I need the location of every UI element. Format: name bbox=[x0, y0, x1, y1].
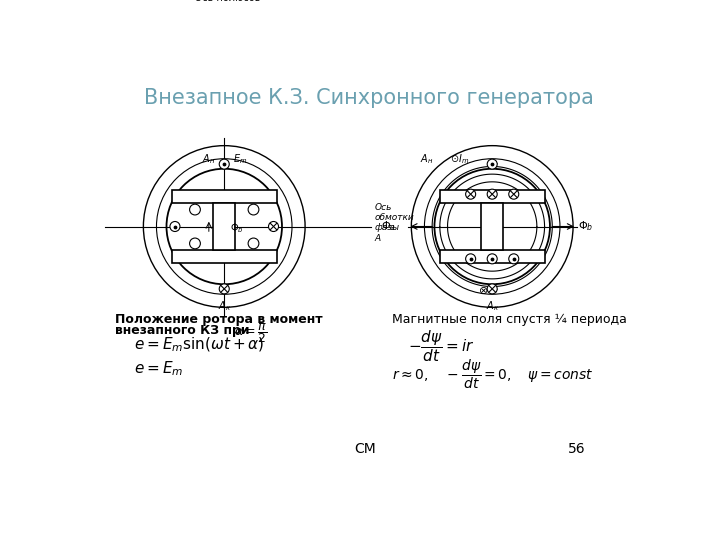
Circle shape bbox=[487, 254, 498, 264]
Circle shape bbox=[466, 254, 476, 264]
Text: Ось полюсов: Ось полюсов bbox=[195, 0, 261, 3]
Text: $e = E_m$: $e = E_m$ bbox=[134, 359, 184, 377]
Text: $A_к$: $A_к$ bbox=[485, 300, 499, 313]
Text: Ось
обмотки
фазы
А: Ось обмотки фазы А bbox=[374, 202, 414, 243]
Text: 56: 56 bbox=[568, 442, 585, 456]
Text: $\Phi_a$: $\Phi_a$ bbox=[381, 220, 396, 233]
Circle shape bbox=[189, 204, 200, 215]
Polygon shape bbox=[482, 204, 503, 249]
Text: Внезапное К.З. Синхронного генератора: Внезапное К.З. Синхронного генератора bbox=[144, 88, 594, 108]
Text: $e = E_m \sin\!\left(\omega t + \alpha\right)$: $e = E_m \sin\!\left(\omega t + \alpha\r… bbox=[134, 336, 265, 354]
Circle shape bbox=[269, 221, 279, 232]
Text: $A_к$: $A_к$ bbox=[217, 300, 231, 313]
Polygon shape bbox=[213, 204, 235, 249]
Text: $A_н$: $A_н$ bbox=[420, 152, 433, 166]
Circle shape bbox=[189, 238, 200, 249]
Polygon shape bbox=[440, 190, 544, 204]
Text: $r \approx 0, \quad -\dfrac{d\psi}{dt} = 0, \quad \psi = const$: $r \approx 0, \quad -\dfrac{d\psi}{dt} =… bbox=[392, 357, 594, 391]
Circle shape bbox=[219, 284, 229, 294]
Polygon shape bbox=[440, 249, 544, 264]
Text: $-\dfrac{d\psi}{dt} = ir$: $-\dfrac{d\psi}{dt} = ir$ bbox=[408, 328, 474, 364]
Text: $E_m$: $E_m$ bbox=[233, 152, 248, 166]
Circle shape bbox=[248, 238, 259, 249]
Text: Магнитные поля спустя ¼ периода: Магнитные поля спустя ¼ периода bbox=[392, 313, 627, 326]
Text: $\Phi_b$: $\Phi_b$ bbox=[578, 220, 594, 233]
Text: СМ: СМ bbox=[354, 442, 376, 456]
Text: внезапного КЗ при: внезапного КЗ при bbox=[115, 323, 249, 336]
Circle shape bbox=[509, 254, 519, 264]
Text: $\otimes$: $\otimes$ bbox=[478, 285, 488, 296]
Circle shape bbox=[466, 189, 476, 199]
Circle shape bbox=[487, 284, 498, 294]
Text: $\alpha = \dfrac{\pi}{2}$: $\alpha = \dfrac{\pi}{2}$ bbox=[234, 321, 268, 345]
Polygon shape bbox=[172, 190, 276, 204]
Text: $A_н$: $A_н$ bbox=[202, 152, 215, 166]
Circle shape bbox=[170, 221, 180, 232]
Text: $\odot I_m$: $\odot I_m$ bbox=[450, 152, 469, 166]
Circle shape bbox=[487, 159, 498, 169]
Circle shape bbox=[219, 159, 229, 169]
Text: Положение ротора в момент: Положение ротора в момент bbox=[115, 313, 323, 326]
Circle shape bbox=[248, 204, 259, 215]
Text: $\Phi_b$: $\Phi_b$ bbox=[230, 221, 244, 235]
Polygon shape bbox=[172, 249, 276, 264]
Circle shape bbox=[487, 189, 498, 199]
Circle shape bbox=[509, 189, 519, 199]
